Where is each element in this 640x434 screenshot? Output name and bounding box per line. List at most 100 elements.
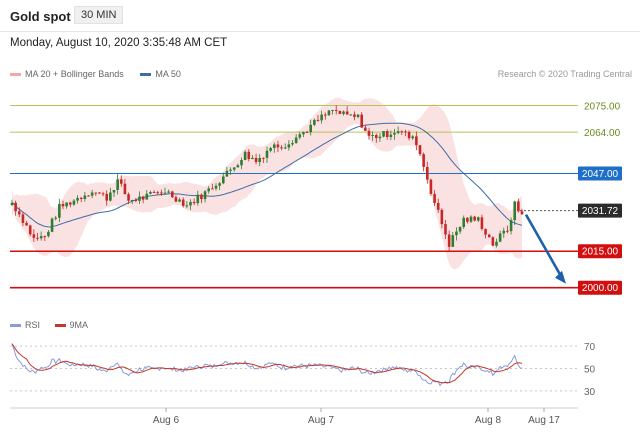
candle-body (305, 131, 309, 133)
candle-body (156, 192, 160, 194)
candle-body (283, 147, 287, 149)
legend-label-rsi: RSI (25, 320, 41, 330)
candle-body (138, 196, 141, 201)
rsi-line (11, 343, 523, 387)
candle-body (14, 202, 17, 212)
level-tag (578, 166, 622, 181)
candle-body (32, 234, 36, 238)
candle-body (345, 111, 349, 115)
candle-body (152, 192, 156, 194)
candle-body (385, 131, 389, 138)
level-text: 2015.00 (582, 247, 619, 258)
level-label-2075.00: 2075.00 (584, 101, 621, 112)
candle-body (302, 131, 305, 135)
candle-body (374, 135, 378, 139)
candle-body (349, 114, 353, 116)
candle-body (221, 176, 225, 184)
price-legend: MA 20 + Bollinger Bands MA 50 (10, 69, 195, 79)
candle-body (371, 135, 374, 137)
candle-body (378, 136, 382, 139)
candle-body (444, 224, 447, 235)
candle-body (331, 109, 334, 111)
candle-body (265, 150, 269, 158)
candle-body (98, 192, 101, 194)
candle-body (101, 193, 105, 195)
level-text: 2064.00 (584, 128, 621, 139)
candle-body (72, 200, 76, 205)
candle-body (367, 130, 371, 136)
rsi-legend: RSI 9MA (10, 320, 100, 330)
candle-body (269, 148, 272, 151)
candle-body (509, 220, 513, 232)
candle-body (254, 157, 258, 163)
candle-body (170, 191, 174, 198)
candle-body (487, 234, 491, 238)
candle-body (134, 199, 138, 201)
candle-body (229, 169, 232, 171)
candle-body (167, 191, 170, 193)
candle-body (127, 194, 130, 201)
candle-body (87, 195, 90, 197)
level-text: 2000.00 (582, 283, 619, 294)
candle-body (211, 188, 214, 190)
rsi-ma-line (11, 343, 523, 384)
candle-body (415, 136, 418, 146)
legend-label-9ma: 9MA (69, 320, 89, 330)
candle-body (320, 114, 323, 121)
candle-body (196, 194, 200, 204)
candle-body (364, 127, 367, 131)
candle-body (382, 131, 385, 137)
candle-body (520, 211, 524, 215)
level-text: 2031.72 (582, 206, 619, 217)
level-label-2047.00: 2047.00 (578, 166, 622, 181)
candle-body (39, 236, 43, 239)
candle-body (506, 230, 509, 232)
candle-body (17, 211, 21, 215)
candle-body (462, 217, 466, 227)
candle-body (334, 109, 338, 111)
ma50-swatch (140, 73, 152, 77)
candle-body (112, 189, 116, 193)
candle-body (43, 236, 47, 238)
candle-body (185, 205, 189, 207)
candle-body (287, 144, 291, 148)
candle-body (418, 145, 422, 155)
candle-body (61, 203, 65, 207)
level-text: 2047.00 (582, 169, 619, 180)
candle-body (174, 197, 178, 202)
candle-body (105, 193, 109, 201)
candle-body (28, 225, 32, 235)
candle-body (400, 131, 404, 133)
candle-body (473, 216, 476, 221)
candle-body (262, 157, 265, 159)
candle-body (240, 160, 243, 166)
level-label-2064.00: 2064.00 (584, 128, 621, 139)
legend-item-9ma: 9MA (54, 320, 89, 330)
bollinger-swatch (10, 73, 21, 77)
candle-body (451, 235, 455, 247)
candle-body (25, 222, 28, 226)
instrument-title: Gold spot (10, 9, 71, 24)
forecast-arrow-shaft (524, 213, 565, 281)
interval-button[interactable]: 30 MIN (74, 6, 124, 24)
rsi-tick-label: 70 (584, 342, 596, 353)
candle-body (429, 179, 433, 194)
rsi-swatch (10, 324, 21, 328)
candle-body (458, 226, 462, 232)
candle-body (10, 202, 14, 206)
candle-body (466, 217, 469, 222)
candle-body (90, 192, 94, 196)
candle-body (353, 114, 356, 117)
candle-body (21, 214, 25, 223)
candle-body (178, 199, 181, 202)
candle-body (469, 216, 473, 222)
candle-body (83, 195, 87, 200)
candle-body (502, 230, 506, 234)
candle-body (476, 217, 480, 221)
legend-label-bollinger: MA 20 + Bollinger Bands (25, 69, 124, 79)
x-tick-label: Aug 7 (308, 415, 335, 426)
candle-body (94, 192, 98, 194)
legend-item-bollinger: MA 20 + Bollinger Bands (10, 69, 124, 79)
candle-body (407, 132, 411, 139)
